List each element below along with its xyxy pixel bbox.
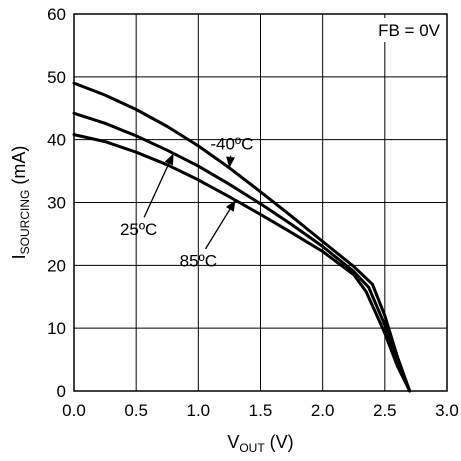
- x-tick-label: 0.5: [124, 401, 148, 420]
- plot-frame: [73, 13, 448, 392]
- y-tick-labels: 0 10 20 30 40 50 60: [47, 5, 66, 401]
- series-label-arrow-line: [143, 158, 172, 218]
- y-axis-title-unit: (mA): [9, 146, 29, 190]
- x-axis-title-main: V: [227, 432, 239, 452]
- x-tick-label: 0.0: [62, 401, 86, 420]
- y-axis-title-sub: SOURCING: [18, 190, 32, 255]
- annotations: -40ºC 25ºC 85ºC: [120, 135, 253, 271]
- x-axis-title-unit: (V): [265, 432, 294, 452]
- series-label-3: 85ºC: [180, 252, 217, 271]
- series-label-1: -40ºC: [210, 135, 253, 154]
- y-axis-title: ISOURCING (mA): [9, 146, 32, 260]
- y-tick-label: 50: [47, 68, 66, 87]
- condition-label: FB = 0V: [378, 21, 441, 40]
- y-tick-label: 0: [57, 382, 66, 401]
- x-tick-labels: 0.0 0.5 1.0 1.5 2.0 2.5 3.0: [62, 401, 459, 420]
- y-axis-title-main: I: [9, 254, 29, 259]
- condition-label-background: [359, 18, 439, 42]
- series-label-arrow-line: [204, 204, 234, 250]
- x-axis-title: VOUT (V): [227, 432, 293, 455]
- x-tick-label: 2.5: [373, 401, 397, 420]
- y-tick-label: 60: [47, 5, 66, 24]
- series-layer: [72, 81, 412, 393]
- series-label-arrowhead: [226, 156, 235, 168]
- series-line-3: [72, 133, 412, 393]
- series-label-arrowhead: [226, 200, 236, 212]
- series-line-2: [72, 111, 412, 393]
- series-label-arrowhead: [164, 153, 174, 166]
- y-tick-label: 10: [47, 319, 66, 338]
- x-tick-label: 3.0: [435, 401, 459, 420]
- series-label-2: 25ºC: [120, 220, 157, 239]
- x-tick-label: 2.0: [311, 401, 335, 420]
- x-tick-label: 1.5: [249, 401, 273, 420]
- grid: [74, 14, 447, 391]
- series-line-1: [72, 81, 412, 393]
- y-tick-label: 40: [47, 131, 66, 150]
- x-axis-title-sub: OUT: [239, 441, 265, 455]
- y-tick-label: 30: [47, 194, 66, 213]
- x-tick-label: 1.0: [187, 401, 211, 420]
- y-tick-label: 20: [47, 256, 66, 275]
